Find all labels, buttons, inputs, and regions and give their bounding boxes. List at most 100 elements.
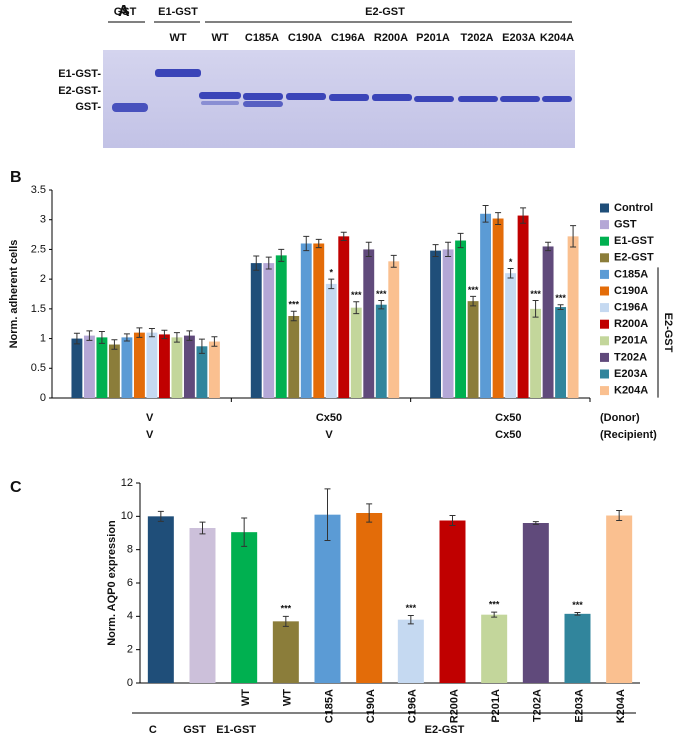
y-tick-label: 4 bbox=[127, 610, 133, 622]
lane-label: WT bbox=[169, 32, 186, 44]
bar bbox=[208, 341, 220, 398]
y-tick-label: 6 bbox=[127, 577, 133, 589]
x-tick-label: C190A bbox=[365, 689, 377, 723]
bar bbox=[455, 240, 467, 398]
bar bbox=[567, 236, 579, 398]
legend-swatch bbox=[600, 203, 609, 213]
panel-label: A bbox=[118, 3, 130, 20]
x-tick-label: WT bbox=[282, 689, 294, 706]
x-tick-label: E203A bbox=[573, 689, 585, 723]
bar bbox=[108, 344, 120, 398]
legend-label: P201A bbox=[614, 335, 648, 347]
bar bbox=[288, 315, 300, 398]
significance-label: * bbox=[329, 268, 333, 278]
y-axis-label: Norm. AQP0 expression bbox=[106, 520, 118, 646]
legend-swatch bbox=[600, 236, 609, 246]
y-tick-label: 0.5 bbox=[31, 362, 46, 374]
y-tick-label: 1.5 bbox=[31, 303, 46, 315]
group-label: GST bbox=[183, 724, 206, 736]
bar bbox=[133, 332, 145, 398]
bar bbox=[314, 514, 341, 683]
bar bbox=[147, 516, 174, 683]
y-tick-label: 1 bbox=[40, 332, 46, 344]
significance-label: *** bbox=[281, 604, 292, 614]
legend-label: E1-GST bbox=[614, 235, 654, 247]
bar bbox=[158, 334, 170, 398]
bar bbox=[467, 301, 479, 398]
error-bar bbox=[136, 327, 143, 338]
error-bar bbox=[491, 611, 498, 618]
error-bar bbox=[211, 336, 218, 347]
error-bar bbox=[445, 241, 452, 258]
legend-swatch bbox=[600, 369, 609, 379]
legend-swatch bbox=[600, 303, 609, 313]
bar bbox=[338, 236, 350, 398]
legend-swatch bbox=[600, 319, 609, 329]
bar bbox=[517, 215, 529, 398]
error-bar bbox=[353, 301, 360, 315]
bar bbox=[300, 243, 312, 398]
y-tick-label: 12 bbox=[121, 477, 133, 489]
legend-label: E2-GST bbox=[614, 252, 654, 264]
error-bar bbox=[532, 521, 539, 525]
error-bar bbox=[253, 255, 260, 271]
error-bar bbox=[73, 332, 80, 345]
error-bar bbox=[290, 310, 297, 322]
error-bar bbox=[495, 212, 502, 225]
error-bar bbox=[328, 278, 335, 290]
x-tick-label: V bbox=[325, 429, 333, 441]
bar bbox=[564, 613, 591, 683]
error-bar bbox=[432, 244, 439, 258]
error-bar bbox=[470, 295, 477, 307]
legend-swatch bbox=[600, 269, 609, 279]
bar bbox=[439, 520, 466, 683]
error-bar bbox=[378, 300, 385, 310]
bar bbox=[363, 249, 375, 398]
significance-label: *** bbox=[530, 289, 541, 299]
legend-label: C196A bbox=[614, 302, 648, 314]
legend-label: C185A bbox=[614, 268, 648, 280]
x-tick-label: V bbox=[146, 429, 154, 441]
y-tick-label: 2.5 bbox=[31, 243, 46, 255]
bar bbox=[480, 213, 492, 398]
bar bbox=[272, 621, 299, 683]
error-bar bbox=[457, 232, 464, 249]
lane-label: E203A bbox=[502, 32, 536, 44]
significance-label: * bbox=[509, 257, 513, 267]
bar bbox=[397, 619, 424, 683]
bar bbox=[350, 307, 362, 398]
legend-label: E203A bbox=[614, 368, 648, 380]
error-bar bbox=[570, 225, 577, 248]
legend-label: C190A bbox=[614, 285, 648, 297]
significance-label: *** bbox=[376, 289, 387, 299]
bar bbox=[189, 528, 216, 683]
bar bbox=[313, 243, 325, 398]
x-tick-label: V bbox=[146, 412, 154, 424]
legend-label: K204A bbox=[614, 385, 648, 397]
y-tick-label: 3.5 bbox=[31, 184, 46, 196]
error-bar bbox=[532, 300, 539, 318]
y-tick-label: 10 bbox=[121, 510, 133, 522]
legend-label: T202A bbox=[614, 351, 647, 363]
significance-label: *** bbox=[406, 603, 417, 613]
legend-label: R200A bbox=[614, 318, 648, 330]
error-bar bbox=[520, 207, 527, 224]
significance-label: *** bbox=[555, 293, 566, 303]
lane-label: C196A bbox=[331, 32, 365, 44]
x-tick-label: P201A bbox=[490, 689, 502, 723]
error-bar bbox=[390, 254, 397, 268]
bar bbox=[121, 337, 133, 398]
legend-swatch bbox=[600, 336, 609, 346]
error-bar bbox=[278, 248, 285, 262]
error-bar bbox=[123, 333, 130, 342]
row-label: (Recipient) bbox=[600, 429, 657, 441]
lane-label: R200A bbox=[374, 32, 408, 44]
legend-swatch bbox=[600, 286, 609, 296]
error-bar bbox=[340, 231, 347, 242]
bar bbox=[388, 261, 400, 398]
error-bar bbox=[557, 304, 564, 310]
legend-swatch bbox=[600, 386, 609, 396]
panel-label: C bbox=[10, 479, 22, 496]
error-bar bbox=[366, 503, 373, 523]
